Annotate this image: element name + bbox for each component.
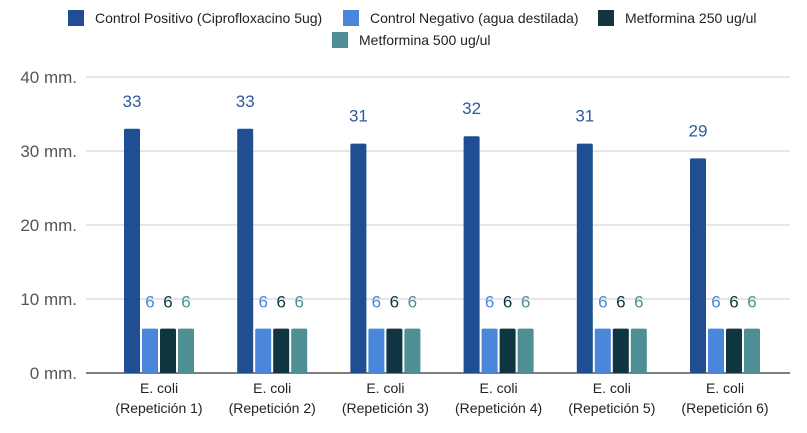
bar — [273, 328, 290, 373]
bar — [726, 328, 742, 373]
x-tick-label: E. coli — [480, 380, 518, 396]
y-axis: 0 mm. 10 mm. 20 mm. 30 mm. 40 mm. — [20, 68, 77, 383]
legend-swatch — [68, 10, 84, 26]
bar — [499, 328, 516, 373]
x-axis: E. coli (Repetición 1) E. coli (Repetición … — [115, 380, 768, 416]
bar — [368, 328, 385, 373]
bar — [178, 328, 194, 373]
y-tick-label: 30 mm. — [20, 142, 77, 161]
data-label: 6 — [181, 293, 190, 312]
data-label: 6 — [390, 293, 399, 312]
bar — [481, 328, 498, 373]
data-label: 6 — [598, 293, 607, 312]
data-label: 6 — [503, 293, 512, 312]
legend: Control Positivo (Ciprofloxacino 5ug) Con… — [68, 10, 757, 48]
x-tick-label: (Repetición 3) — [342, 400, 429, 416]
x-tick-label: E. coli — [706, 380, 744, 396]
bar — [744, 328, 760, 373]
data-label: 29 — [689, 121, 708, 140]
x-tick-label: (Repetición 1) — [115, 400, 202, 416]
data-label: 31 — [575, 107, 594, 126]
x-tick-label: (Repetición 2) — [229, 400, 316, 416]
data-label: 6 — [294, 293, 303, 312]
data-label: 31 — [349, 107, 368, 126]
x-tick-label: E. coli — [366, 380, 404, 396]
x-tick-label: (Repetición 4) — [455, 400, 542, 416]
data-label: 6 — [711, 293, 720, 312]
bar — [142, 328, 158, 373]
bar — [255, 328, 272, 373]
x-tick-label: (Repetición 6) — [681, 400, 768, 416]
bar — [350, 143, 367, 373]
legend-swatch — [598, 10, 614, 26]
x-tick-label: E. coli — [593, 380, 631, 396]
y-tick-label: 40 mm. — [20, 68, 77, 87]
legend-label: Control Positivo (Ciprofloxacino 5ug) — [95, 10, 322, 26]
bar — [612, 328, 629, 373]
legend-label: Control Negativo (agua destilada) — [370, 10, 579, 26]
y-tick-label: 20 mm. — [20, 216, 77, 235]
data-label: 6 — [485, 293, 494, 312]
data-label: 6 — [616, 293, 625, 312]
data-label: 6 — [747, 293, 756, 312]
bar — [517, 328, 534, 373]
data-label: 33 — [123, 92, 142, 111]
data-label: 33 — [236, 92, 255, 111]
bar — [630, 328, 647, 373]
data-label: 6 — [634, 293, 643, 312]
data-label: 6 — [258, 293, 267, 312]
bar — [594, 328, 611, 373]
bar — [124, 128, 140, 373]
gridlines — [86, 76, 790, 374]
legend-swatch — [343, 10, 359, 26]
legend-swatch — [332, 32, 348, 48]
bar — [576, 143, 593, 373]
data-label: 6 — [145, 293, 154, 312]
y-tick-label: 10 mm. — [20, 290, 77, 309]
legend-label: Metformina 500 ug/ul — [359, 32, 491, 48]
bar — [708, 328, 724, 373]
bar — [386, 328, 403, 373]
legend-label: Metformina 250 ug/ul — [625, 10, 757, 26]
bar — [404, 328, 421, 373]
bar — [160, 328, 176, 373]
data-label: 6 — [729, 293, 738, 312]
data-label: 6 — [372, 293, 381, 312]
data-label: 6 — [408, 293, 417, 312]
data-label: 32 — [462, 99, 481, 118]
x-tick-label: E. coli — [140, 380, 178, 396]
bar — [237, 128, 254, 373]
y-tick-label: 0 mm. — [30, 364, 77, 383]
bar — [463, 136, 480, 373]
x-tick-label: E. coli — [253, 380, 291, 396]
data-label: 6 — [163, 293, 172, 312]
data-label: 6 — [521, 293, 530, 312]
bars — [124, 128, 760, 373]
data-label: 6 — [276, 293, 285, 312]
x-tick-label: (Repetición 5) — [568, 400, 655, 416]
bar — [291, 328, 308, 373]
bar — [690, 158, 706, 373]
